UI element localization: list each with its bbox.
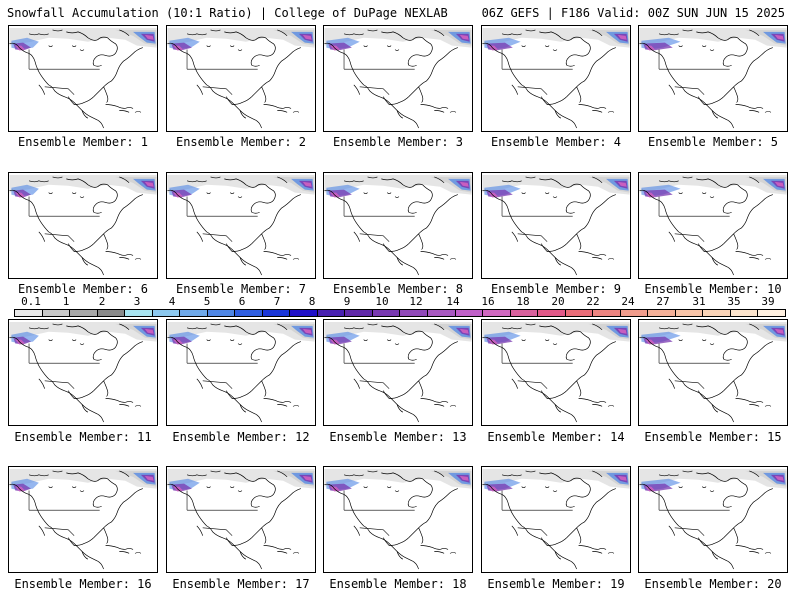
ensemble-member-label: Ensemble Member: 17 xyxy=(172,577,310,591)
ensemble-member-map xyxy=(638,319,788,426)
colorbar-swatch xyxy=(15,310,43,316)
ensemble-member-map xyxy=(481,466,631,573)
snowfall-colorbar xyxy=(14,309,786,317)
colorbar-tick-label: 0.1 xyxy=(21,295,41,308)
ensemble-member-label: Ensemble Member: 7 xyxy=(175,282,307,296)
colorbar-tick-label: 18 xyxy=(516,295,530,308)
ensemble-member-map xyxy=(481,319,631,426)
ensemble-member-map xyxy=(166,319,316,426)
ensemble-member-map xyxy=(638,466,788,573)
ensemble-member-map xyxy=(8,25,158,132)
colorbar-swatch xyxy=(565,310,594,316)
ensemble-member-label: Ensemble Member: 1 xyxy=(17,135,149,149)
colorbar-swatch xyxy=(538,310,566,316)
ensemble-member-label: Ensemble Member: 10 xyxy=(644,282,782,296)
colorbar-tick-label: 31 xyxy=(692,295,706,308)
colorbar-tick-label: 24 xyxy=(621,295,635,308)
ensemble-member-label: Ensemble Member: 13 xyxy=(329,430,467,444)
ensemble-member-map xyxy=(166,172,316,279)
ensemble-member-label: Ensemble Member: 18 xyxy=(329,577,467,591)
colorbar-tick-label: 16 xyxy=(481,295,495,308)
colorbar-tick-label: 4 xyxy=(168,295,176,308)
colorbar-tick-label: 35 xyxy=(727,295,741,308)
colorbar-swatch xyxy=(262,310,291,316)
colorbar-tick-label: 5 xyxy=(203,295,211,308)
colorbar-tick-label: 1 xyxy=(62,295,70,308)
ensemble-member-label: Ensemble Member: 3 xyxy=(332,135,464,149)
colorbar-swatch xyxy=(290,310,318,316)
colorbar-swatch xyxy=(345,310,373,316)
ensemble-member-map xyxy=(8,319,158,426)
ensemble-member-label: Ensemble Member: 16 xyxy=(14,577,152,591)
colorbar-tick-label: 20 xyxy=(551,295,565,308)
ensemble-member-map xyxy=(323,172,473,279)
colorbar-swatch xyxy=(483,310,511,316)
ensemble-member-label: Ensemble Member: 8 xyxy=(332,282,464,296)
colorbar-swatch xyxy=(70,310,98,316)
map-title: Snowfall Accumulation (10:1 Ratio) | Col… xyxy=(7,6,448,20)
colorbar-swatch xyxy=(510,310,539,316)
colorbar-tick-label: 8 xyxy=(308,295,316,308)
forecast-valid-time: 06Z GEFS | F186 Valid: 00Z SUN JUN 15 20… xyxy=(481,6,785,20)
colorbar-swatch xyxy=(427,310,456,316)
colorbar-swatch xyxy=(97,310,126,316)
ensemble-member-label: Ensemble Member: 6 xyxy=(17,282,149,296)
ensemble-member-label: Ensemble Member: 2 xyxy=(175,135,307,149)
colorbar-swatch xyxy=(455,310,484,316)
colorbar-swatch xyxy=(703,310,731,316)
ensemble-member-map xyxy=(323,25,473,132)
colorbar-swatch xyxy=(620,310,649,316)
ensemble-member-map xyxy=(323,466,473,573)
colorbar-tick-label: 2 xyxy=(98,295,106,308)
ensemble-member-map xyxy=(481,25,631,132)
colorbar-tick-label: 12 xyxy=(409,295,423,308)
colorbar-swatch xyxy=(317,310,346,316)
colorbar-tick-label: 22 xyxy=(586,295,600,308)
ensemble-member-map xyxy=(638,172,788,279)
ensemble-member-map xyxy=(166,25,316,132)
colorbar-tick-label: 9 xyxy=(343,295,351,308)
ensemble-member-label: Ensemble Member: 15 xyxy=(644,430,782,444)
ensemble-member-map xyxy=(166,466,316,573)
ensemble-member-label: Ensemble Member: 12 xyxy=(172,430,310,444)
ensemble-member-label: Ensemble Member: 9 xyxy=(490,282,622,296)
ensemble-member-map xyxy=(8,466,158,573)
ensemble-member-map xyxy=(8,172,158,279)
colorbar-swatch xyxy=(400,310,428,316)
colorbar-tick-label: 7 xyxy=(273,295,281,308)
ensemble-member-label: Ensemble Member: 5 xyxy=(647,135,779,149)
colorbar-swatch xyxy=(180,310,208,316)
colorbar-swatch xyxy=(235,310,263,316)
colorbar-swatch xyxy=(372,310,401,316)
ensemble-member-label: Ensemble Member: 20 xyxy=(644,577,782,591)
colorbar-swatch xyxy=(125,310,153,316)
colorbar-tick-label: 6 xyxy=(238,295,246,308)
ensemble-member-map xyxy=(481,172,631,279)
colorbar-tick-label: 27 xyxy=(656,295,670,308)
colorbar-tick-label: 3 xyxy=(133,295,141,308)
ensemble-member-label: Ensemble Member: 4 xyxy=(490,135,622,149)
colorbar-swatch xyxy=(675,310,704,316)
colorbar-swatch xyxy=(730,310,759,316)
ensemble-member-label: Ensemble Member: 11 xyxy=(14,430,152,444)
colorbar-swatch xyxy=(758,310,785,316)
ensemble-member-label: Ensemble Member: 14 xyxy=(487,430,625,444)
ensemble-member-map xyxy=(323,319,473,426)
colorbar-swatch xyxy=(648,310,676,316)
colorbar-swatch xyxy=(207,310,236,316)
colorbar-tick-label: 39 xyxy=(761,295,775,308)
colorbar-tick-label: 10 xyxy=(375,295,389,308)
colorbar-swatch xyxy=(152,310,181,316)
colorbar-swatch xyxy=(42,310,71,316)
colorbar-tick-label: 14 xyxy=(446,295,460,308)
ensemble-member-label: Ensemble Member: 19 xyxy=(487,577,625,591)
ensemble-member-map xyxy=(638,25,788,132)
colorbar-swatch xyxy=(593,310,621,316)
